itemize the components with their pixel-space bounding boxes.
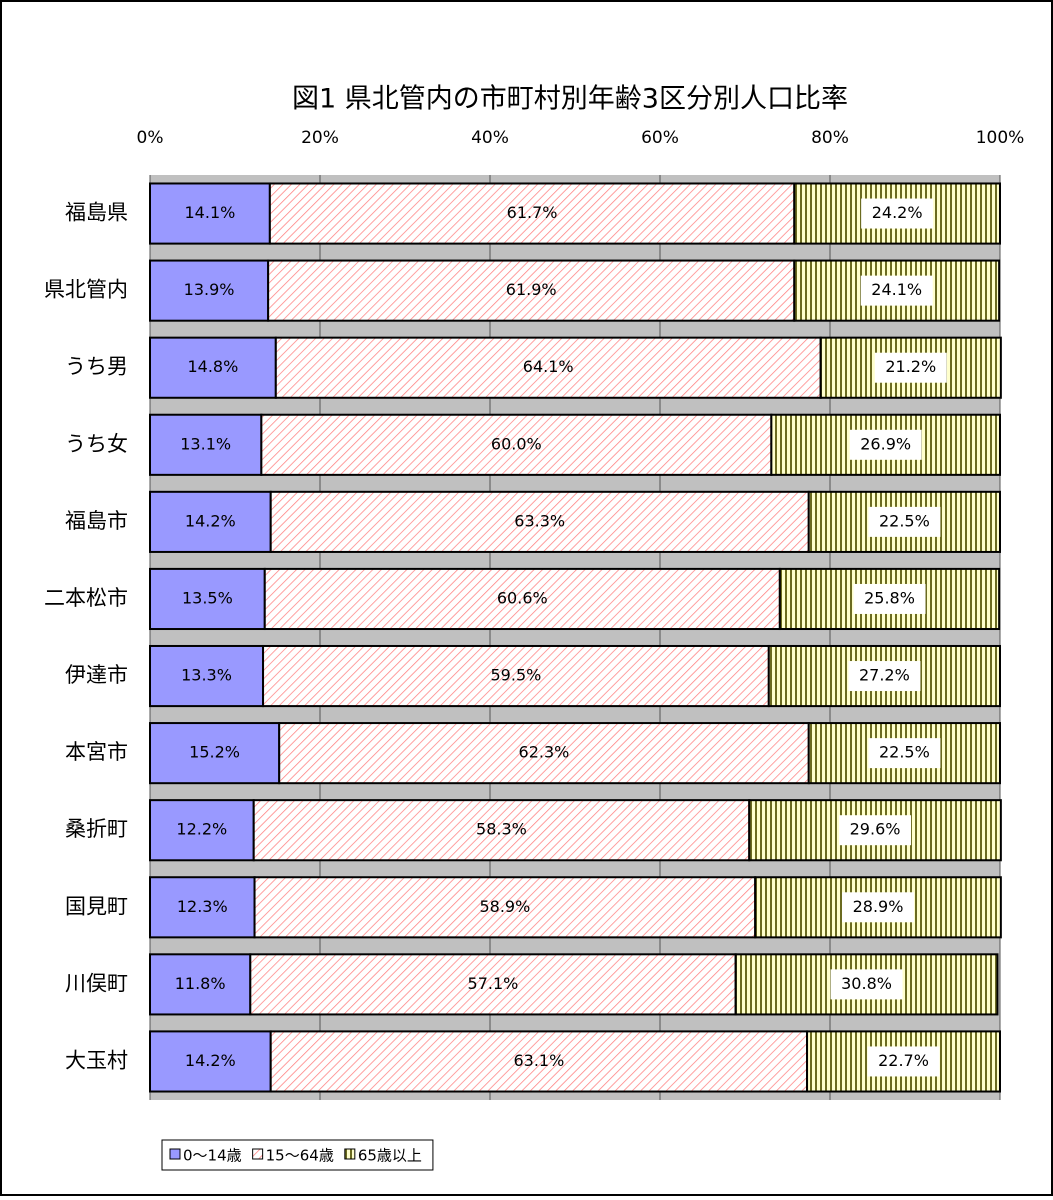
value-label: 29.6%: [850, 820, 901, 839]
chart-title: 図1 県北管内の市町村別年齢3区分別人口比率: [292, 84, 848, 115]
y-tick-label: 桑折町: [65, 817, 128, 841]
y-tick-label: 国見町: [65, 894, 128, 918]
label-box: [867, 1046, 940, 1077]
label-box: [853, 583, 926, 614]
value-label: 24.1%: [871, 280, 922, 299]
value-label: 13.5%: [182, 588, 233, 607]
bar-segment: [278, 722, 810, 785]
value-label: 61.9%: [506, 280, 557, 299]
y-tick-label: 福島市: [65, 509, 128, 533]
label-box: [830, 969, 903, 1000]
label-box: [874, 352, 947, 383]
bar-segment: [267, 259, 796, 322]
bar-segment: [269, 490, 810, 553]
label-box: [868, 506, 941, 537]
value-label: 21.2%: [885, 357, 936, 376]
bar-segment: [149, 953, 252, 1016]
y-tick-label: 伊達市: [65, 663, 128, 687]
value-label: 12.2%: [176, 820, 227, 839]
bar-segment: [252, 799, 751, 862]
y-tick-label: 二本松市: [44, 586, 128, 610]
bar-segment: [274, 336, 822, 399]
label-box: [861, 198, 934, 229]
value-label: 61.7%: [507, 203, 558, 222]
plot-area: [150, 175, 1000, 1100]
bar-segment: [262, 644, 770, 708]
y-tick-label: 大玉村: [65, 1048, 128, 1072]
y-tick-label: うち男: [65, 355, 128, 379]
value-label: 64.1%: [523, 357, 574, 376]
x-tick-label: 80%: [811, 128, 849, 148]
bar-segment: [149, 336, 277, 399]
bar-segment: [149, 876, 256, 939]
label-box: [868, 738, 941, 769]
value-label: 15.2%: [189, 743, 240, 762]
value-label: 24.2%: [872, 203, 923, 222]
legend-swatch: [169, 1148, 181, 1160]
value-label: 13.9%: [184, 280, 235, 299]
y-tick-label: 川俣町: [65, 971, 128, 995]
label-box: [848, 661, 921, 692]
value-label: 28.9%: [853, 897, 904, 916]
value-label: 63.1%: [513, 1051, 564, 1070]
bar-segment: [268, 182, 796, 245]
value-label: 11.8%: [175, 974, 226, 993]
value-label: 58.9%: [479, 897, 530, 916]
x-tick-label: 0%: [137, 128, 164, 148]
value-label: 60.0%: [491, 434, 542, 453]
y-tick-label: 福島県: [65, 201, 128, 225]
value-label: 58.3%: [476, 820, 527, 839]
value-label: 13.1%: [180, 434, 231, 453]
bar-segment: [263, 567, 781, 631]
label-box: [860, 275, 933, 306]
value-label: 14.1%: [185, 203, 236, 222]
value-label: 25.8%: [864, 588, 915, 607]
value-label: 22.7%: [878, 1051, 929, 1070]
value-label: 63.3%: [514, 511, 565, 530]
legend-label: 65歳以上: [358, 1147, 422, 1165]
bar-segment: [269, 1030, 809, 1093]
value-label: 62.3%: [519, 743, 570, 762]
value-label: 30.8%: [841, 974, 892, 993]
y-tick-label: 本宮市: [65, 740, 128, 764]
bar-segment: [149, 182, 271, 245]
value-label: 14.8%: [187, 357, 238, 376]
y-tick-label: 県北管内: [44, 278, 128, 302]
value-label: 12.3%: [177, 897, 228, 916]
bar-segment: [149, 567, 266, 631]
value-label: 26.9%: [860, 434, 911, 453]
x-tick-label: 40%: [471, 128, 509, 148]
bar-segment: [149, 644, 265, 708]
bar-segment: [149, 799, 255, 862]
value-label: 60.6%: [497, 588, 548, 607]
bar-segment: [249, 953, 737, 1016]
label-box: [839, 815, 912, 846]
legend-swatch: [252, 1148, 264, 1160]
value-label: 14.2%: [185, 1051, 236, 1070]
x-tick-label: 100%: [976, 128, 1025, 148]
legend-swatch: [344, 1148, 356, 1160]
value-label: 59.5%: [491, 666, 542, 685]
bar-segment: [260, 413, 773, 476]
legend-label: 0～14歳: [183, 1147, 242, 1165]
value-label: 27.2%: [859, 666, 910, 685]
bar-segment: [149, 722, 281, 785]
value-label: 57.1%: [468, 974, 519, 993]
value-label: 22.5%: [879, 743, 930, 762]
x-tick-label: 20%: [301, 128, 339, 148]
label-box: [842, 892, 915, 923]
bar-segment: [149, 1030, 272, 1093]
legend-label: 15～64歳: [266, 1147, 334, 1165]
x-tick-label: 60%: [641, 128, 679, 148]
value-label: 14.2%: [185, 511, 236, 530]
label-box: [849, 429, 922, 460]
y-tick-label: うち女: [65, 432, 128, 456]
bar-segment: [149, 490, 272, 553]
value-label: 22.5%: [879, 511, 930, 530]
legend: [161, 1139, 434, 1171]
bar-segment: [149, 259, 270, 322]
value-label: 13.3%: [181, 666, 232, 685]
